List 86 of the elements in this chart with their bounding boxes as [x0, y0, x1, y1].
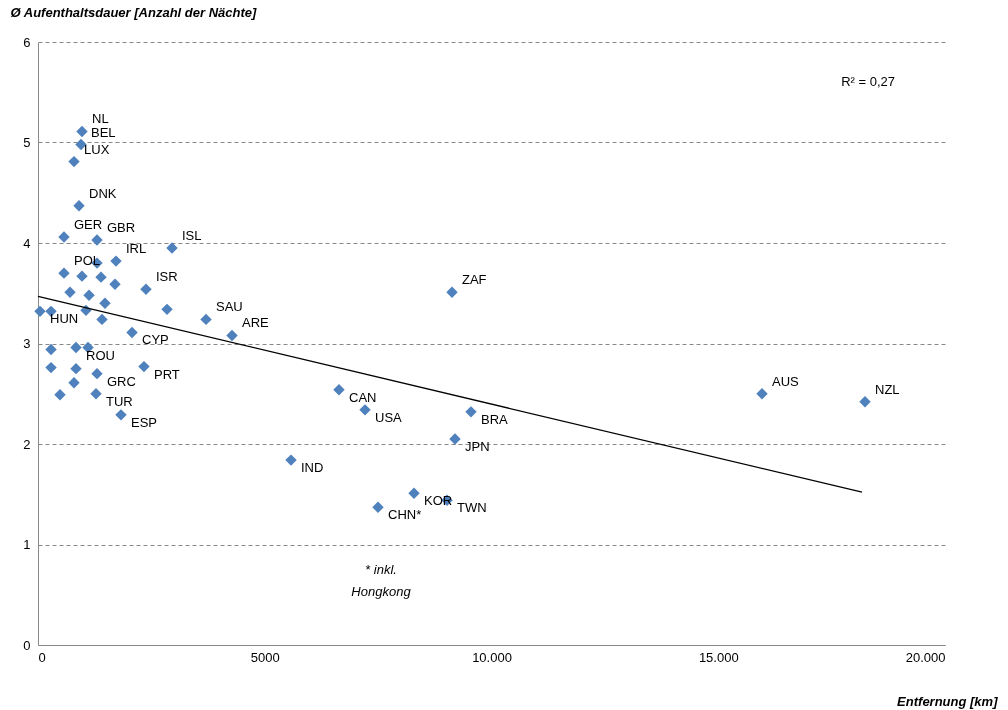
point: [91, 234, 103, 246]
annotation: TWN: [457, 500, 487, 516]
point: [76, 125, 88, 138]
point: [45, 361, 57, 374]
y-tick-label: 4: [23, 235, 31, 251]
point: [76, 270, 88, 282]
annotation: ISL: [182, 228, 202, 244]
point: [161, 303, 173, 316]
annotation: ZAF: [462, 272, 487, 288]
point: [446, 286, 458, 298]
point: [34, 305, 46, 318]
annotation: CAN: [348, 389, 377, 405]
point: [138, 360, 150, 373]
point: [45, 343, 57, 356]
x-tick-label: 10.000: [472, 649, 512, 665]
point: [859, 396, 871, 408]
y-tick-label: 1: [23, 537, 31, 552]
point: [408, 487, 420, 499]
point: [226, 329, 238, 342]
x-tick-label: 0: [38, 649, 46, 665]
annotation: * inkl. Hongkong: [351, 562, 412, 599]
point: [465, 406, 477, 418]
annotation: NL: [91, 111, 109, 127]
point: [126, 326, 138, 339]
point: [109, 278, 121, 290]
annotation: TUR: [106, 393, 133, 409]
y-tick-label: 5: [23, 135, 31, 150]
annotation: SAU: [216, 299, 243, 315]
point: [200, 313, 212, 326]
point: [91, 367, 103, 380]
point: [449, 433, 461, 445]
point: [96, 313, 108, 326]
annotation: ARE: [242, 315, 270, 331]
annotation: IND: [301, 460, 324, 476]
annotation: BRA: [481, 411, 509, 427]
point: [70, 362, 82, 375]
point: [333, 384, 345, 396]
point: [75, 138, 87, 151]
point: [68, 155, 80, 168]
annotation: IRL: [126, 241, 147, 257]
point: [73, 200, 85, 212]
point: [68, 376, 80, 389]
annotation: NZL: [875, 381, 900, 397]
y-axis-title: Ø Aufenthaltsdauer [Anzahl der Nächte]: [10, 4, 257, 20]
point: [90, 388, 102, 400]
x-axis-title: Entfernung [km]: [897, 693, 999, 709]
point: [756, 388, 768, 400]
point: [359, 404, 371, 416]
y-tick-label: 0: [23, 637, 31, 653]
annotation: PRT: [153, 366, 180, 382]
annotation: ISR: [155, 269, 178, 285]
annotation: CHN*: [387, 507, 422, 523]
annotation: BEL: [90, 124, 116, 140]
annotation: ROU: [86, 347, 115, 363]
annotation: R² = 0,27: [841, 74, 895, 89]
annotation: DNK: [89, 185, 117, 201]
annotation: HUN: [50, 311, 79, 327]
annotation: GRC: [107, 373, 136, 389]
x-tick-label: 20.000: [905, 649, 946, 665]
point: [54, 389, 66, 401]
annotation: ESP: [130, 414, 158, 430]
point: [372, 501, 384, 514]
y-tick-label: 6: [23, 34, 31, 50]
point: [95, 271, 107, 283]
annotation: GER: [73, 216, 103, 232]
annotation: GBR: [107, 219, 136, 235]
point: [115, 409, 127, 421]
point: [140, 283, 152, 295]
point: [110, 255, 122, 267]
point: [70, 341, 82, 354]
annotation: CYP: [142, 332, 169, 348]
point: [64, 286, 76, 298]
annotation: LUX: [84, 141, 110, 157]
point: [58, 231, 70, 243]
point: [58, 267, 70, 279]
y-tick-label: 3: [23, 336, 31, 351]
annotation: AUS: [772, 373, 800, 389]
point: [83, 289, 95, 301]
point: [285, 454, 297, 466]
x-tick-label: 15.000: [698, 649, 739, 665]
point: [99, 297, 111, 309]
annotation: JPN: [464, 438, 490, 454]
x-tick-label: 5000: [250, 649, 280, 665]
annotation: USA: [375, 409, 403, 425]
point: [166, 242, 178, 254]
y-tick-label: 2: [23, 436, 31, 452]
